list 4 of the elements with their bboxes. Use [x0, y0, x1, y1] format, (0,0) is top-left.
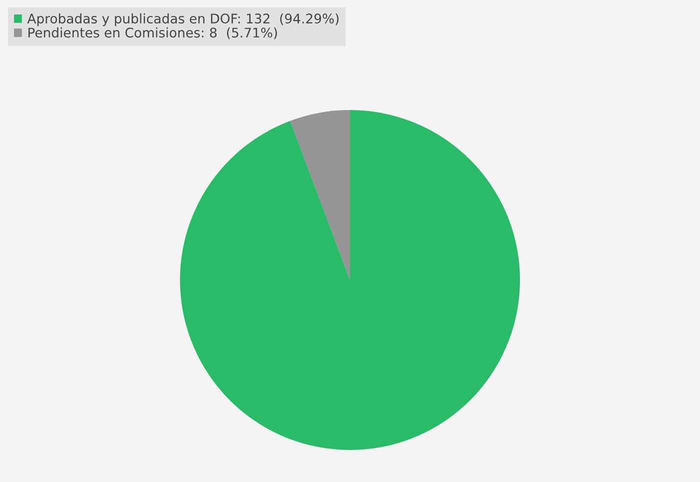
pie-slice	[180, 110, 520, 450]
legend-label: Pendientes en Comisiones: 8 (5.71%)	[28, 27, 277, 40]
pie-slice	[290, 110, 350, 280]
legend-label: Aprobadas y publicadas en DOF: 132 (94.29%)	[27, 13, 339, 26]
